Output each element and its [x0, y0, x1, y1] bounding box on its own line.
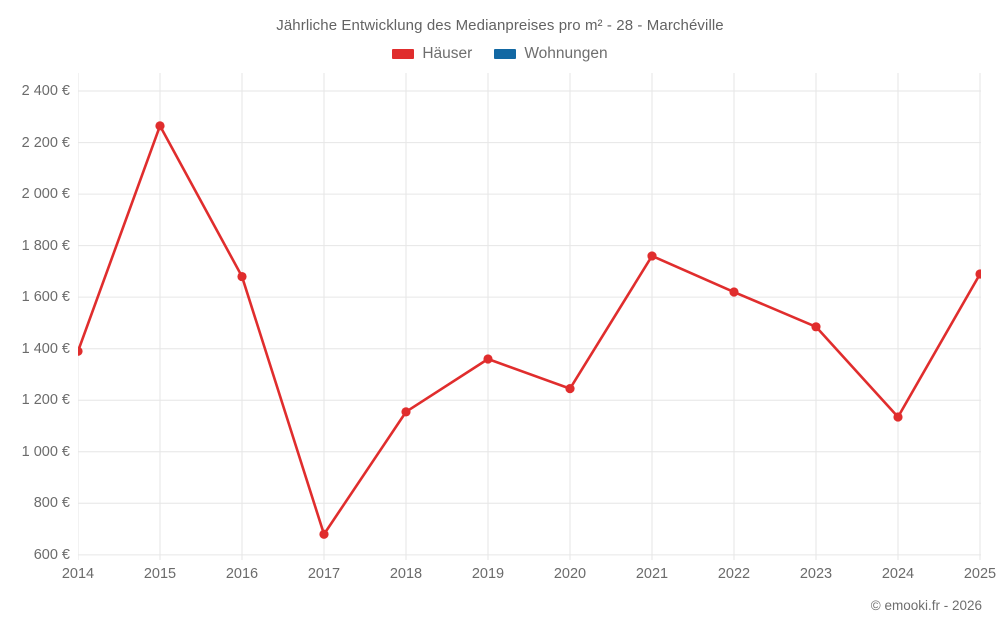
data-point-marker[interactable]	[319, 529, 329, 539]
data-point-marker[interactable]	[401, 407, 411, 417]
y-axis-tick-label: 1 800 €	[21, 237, 70, 254]
x-axis-tick-label: 2015	[143, 566, 177, 582]
data-point-marker[interactable]	[893, 412, 903, 422]
x-axis-tick-labels: 2014 2015 2016 2017 2018 2019 2020 2021 2022 2023…	[62, 566, 996, 590]
chart-legend: Häuser Wohnungen	[0, 45, 1000, 63]
data-point-marker[interactable]	[483, 354, 493, 364]
data-point-marker[interactable]	[155, 121, 165, 131]
y-axis-tick-label: 1 000 €	[21, 443, 70, 460]
x-axis-tick-label: 2022	[717, 566, 751, 582]
data-point-marker[interactable]	[78, 346, 83, 356]
data-point-marker[interactable]	[647, 251, 657, 261]
y-axis-tick-label: 2 200 €	[21, 134, 70, 151]
legend-item-wohnungen[interactable]: Wohnungen	[494, 45, 608, 63]
y-axis-tick-label: 600 €	[33, 546, 70, 563]
data-point-marker[interactable]	[811, 322, 821, 332]
x-axis-tick-label: 2017	[307, 566, 341, 582]
y-axis-tick-label: 1 400 €	[21, 340, 70, 357]
x-axis-tick-label: 2016	[225, 566, 259, 582]
x-axis-tick-label: 2025	[963, 566, 997, 582]
legend-swatch-hauser	[392, 49, 415, 59]
data-point-marker[interactable]	[729, 287, 739, 297]
x-axis-tick-label: 2014	[61, 566, 95, 582]
legend-item-hauser[interactable]: Häuser	[392, 45, 472, 63]
legend-swatch-wohnungen	[494, 49, 517, 59]
data-point-marker[interactable]	[237, 271, 247, 282]
chart-title: Jährliche Entwicklung des Medianpreises …	[276, 17, 724, 34]
x-axis-tick-label: 2023	[799, 566, 833, 582]
plot-svg	[78, 73, 981, 560]
x-axis-tick-label: 2020	[553, 566, 587, 582]
y-axis-tick-label: 800 €	[33, 495, 70, 512]
y-axis-tick-label: 1 600 €	[21, 289, 70, 306]
legend-label-hauser: Häuser	[422, 45, 473, 62]
y-axis-tick-labels: 600 € 800 € 1 000 € 1 200 € 1 400 € 1 600 € 1 …	[0, 73, 70, 563]
data-point-marker[interactable]	[565, 384, 575, 394]
series-line-häuser	[78, 124, 981, 536]
x-axis-tick-label: 2019	[471, 566, 505, 582]
x-axis-tick-label: 2018	[389, 566, 423, 582]
copyright-credit: © emooki.fr - 2026	[870, 598, 982, 613]
x-axis-tick-label: 2021	[635, 566, 669, 582]
plot-area	[78, 73, 981, 560]
data-point-marker[interactable]	[975, 269, 981, 279]
y-axis-tick-label: 2 000 €	[21, 186, 70, 203]
y-axis-tick-label: 2 400 €	[21, 83, 70, 100]
x-axis-tick-label: 2024	[881, 566, 915, 582]
legend-label-wohnungen: Wohnungen	[524, 45, 608, 62]
y-axis-tick-label: 1 200 €	[21, 392, 70, 409]
